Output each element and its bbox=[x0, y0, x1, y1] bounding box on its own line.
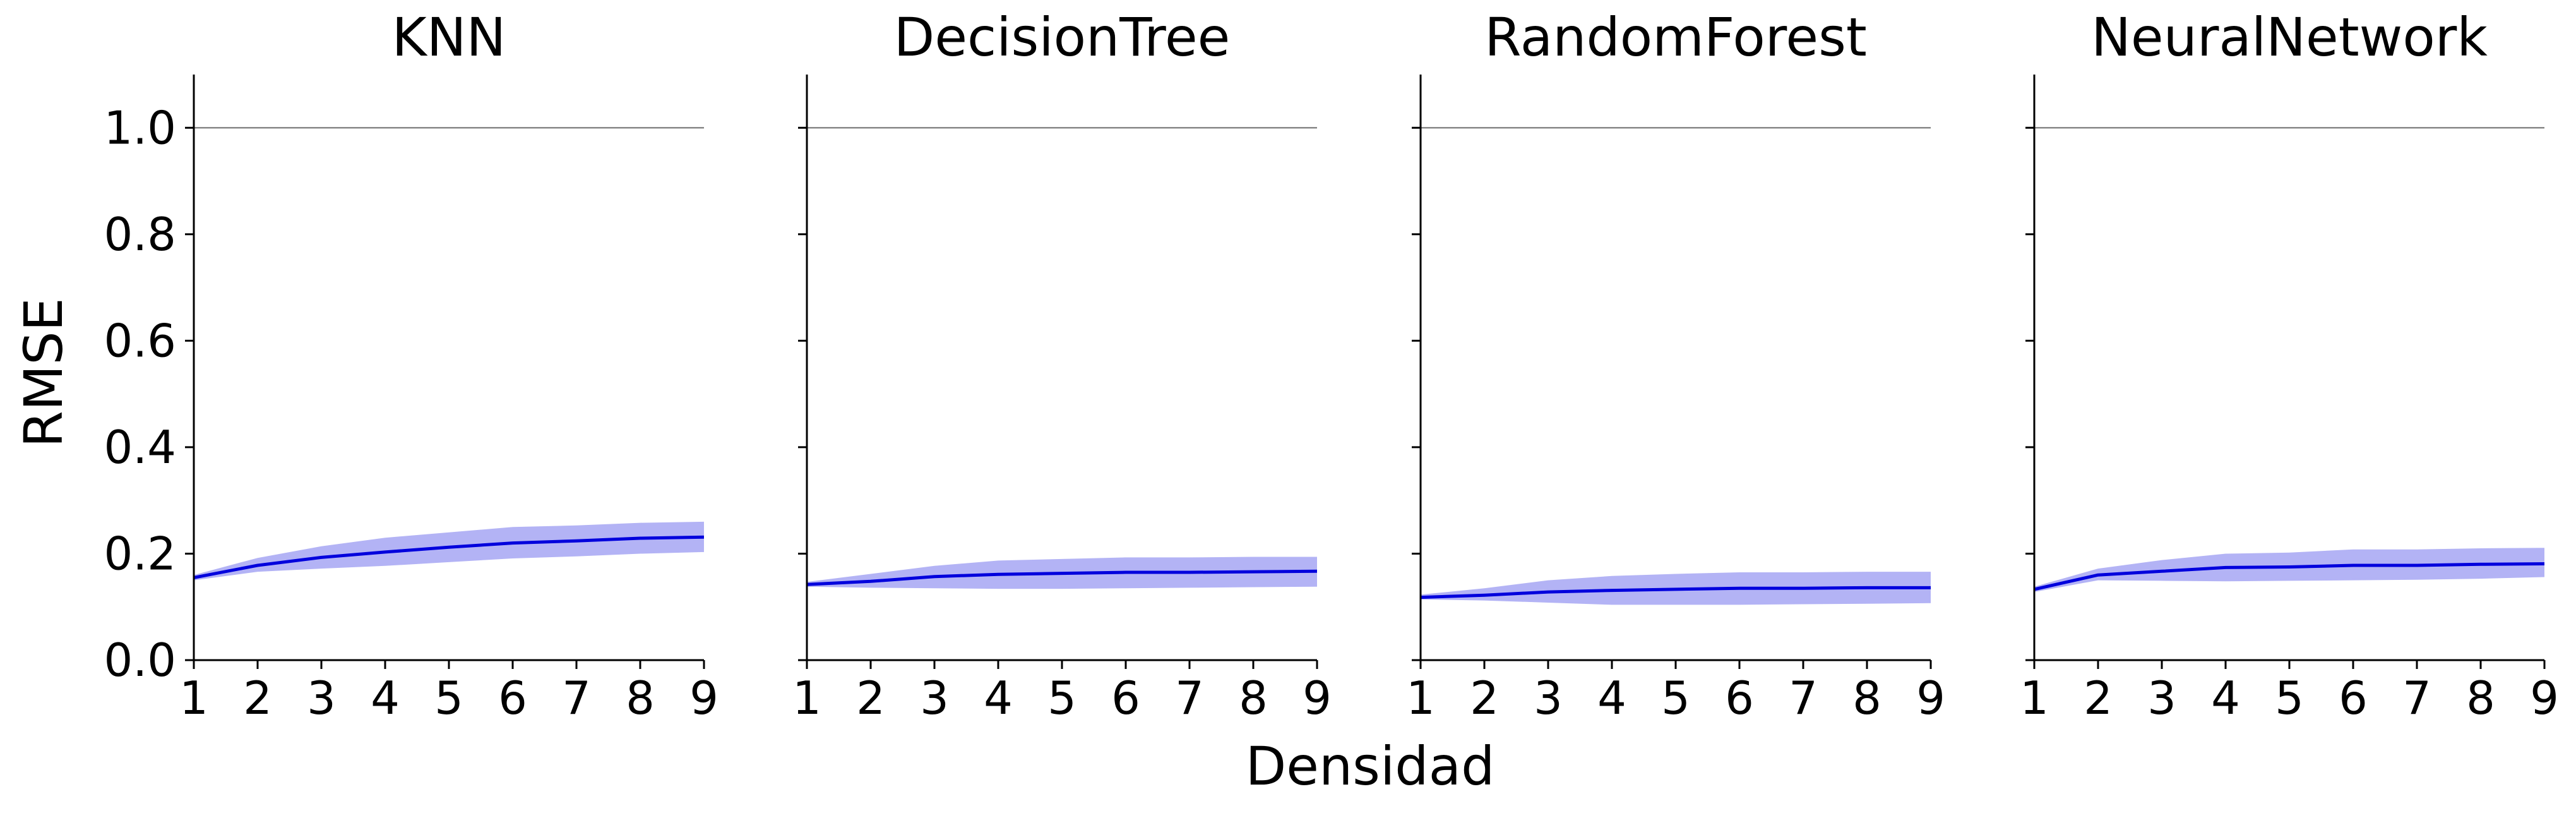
mean-line bbox=[193, 535, 705, 579]
x-tick-label: 2 bbox=[1470, 671, 1499, 725]
x-tick-label: 9 bbox=[1916, 671, 1945, 725]
panel-title: KNN bbox=[392, 6, 506, 68]
panel-title: NeuralNetwork bbox=[2091, 6, 2488, 68]
x-tick-label: 5 bbox=[434, 671, 463, 725]
mean-line bbox=[1420, 586, 1931, 599]
x-tick-label: 1 bbox=[1406, 671, 1435, 725]
x-tick-label: 9 bbox=[2530, 671, 2559, 725]
y-tick-label: 0.0 bbox=[104, 634, 176, 687]
y-tick-label: 0.2 bbox=[104, 527, 176, 580]
mean-line bbox=[2034, 562, 2545, 591]
x-tick-label: 7 bbox=[1175, 671, 1204, 725]
panel-title: RandomForest bbox=[1484, 6, 1867, 68]
panel-title: DecisionTree bbox=[894, 6, 1231, 68]
x-tick-label: 3 bbox=[1534, 671, 1563, 725]
x-tick-label: 1 bbox=[792, 671, 821, 725]
y-tick-label: 0.6 bbox=[104, 314, 176, 367]
x-tick-label: 5 bbox=[2275, 671, 2304, 725]
x-tick-label: 3 bbox=[920, 671, 949, 725]
x-tick-label: 7 bbox=[562, 671, 591, 725]
x-tick-label: 6 bbox=[1111, 671, 1140, 725]
x-tick-label: 1 bbox=[179, 671, 208, 725]
x-tick-label: 7 bbox=[2402, 671, 2431, 725]
x-tick-label: 5 bbox=[1661, 671, 1690, 725]
x-axis-title: Densidad bbox=[1246, 735, 1495, 797]
x-tick-label: 9 bbox=[1303, 671, 1332, 725]
x-tick-label: 1 bbox=[2020, 671, 2049, 725]
x-tick-label: 8 bbox=[1852, 671, 1881, 725]
x-tick-label: 8 bbox=[1239, 671, 1268, 725]
y-tick-label: 1.0 bbox=[104, 101, 176, 154]
x-tick-label: 8 bbox=[2466, 671, 2495, 725]
panel-knn: 0.0 0.2 0.4 0.6 0.8 1.0 1 2 3 4 5 6 7 8 9 KNN bbox=[104, 6, 718, 725]
x-tick-label: 6 bbox=[2339, 671, 2368, 725]
x-tick-label: 8 bbox=[626, 671, 655, 725]
panel-randomforest: 1 2 3 4 5 6 7 8 9 RandomForest bbox=[1406, 6, 1945, 725]
x-tick-label: 6 bbox=[498, 671, 527, 725]
x-tick-label: 3 bbox=[2147, 671, 2176, 725]
x-tick-label: 2 bbox=[856, 671, 885, 725]
x-tick-label: 6 bbox=[1725, 671, 1754, 725]
confidence-band bbox=[2034, 548, 2544, 593]
x-tick-label: 3 bbox=[307, 671, 336, 725]
x-tick-label: 4 bbox=[1597, 671, 1626, 725]
x-tick-label: 4 bbox=[984, 671, 1013, 725]
x-tick-label: 2 bbox=[2084, 671, 2113, 725]
panel-neuralnetwork: 1 2 3 4 5 6 7 8 9 NeuralNetwork bbox=[2020, 6, 2559, 725]
y-tick-label: 0.8 bbox=[104, 208, 176, 261]
x-tick-label: 7 bbox=[1789, 671, 1818, 725]
y-tick-label: 0.4 bbox=[104, 421, 176, 474]
x-tick-label: 5 bbox=[1047, 671, 1076, 725]
y-axis-title: RMSE bbox=[13, 298, 75, 447]
x-tick-label: 9 bbox=[689, 671, 719, 725]
x-tick-label: 4 bbox=[371, 671, 400, 725]
mean-line bbox=[806, 569, 1318, 586]
x-tick-label: 4 bbox=[2211, 671, 2240, 725]
confidence-band bbox=[194, 521, 704, 581]
panel-decisiontree: 1 2 3 4 5 6 7 8 9 DecisionTree bbox=[792, 6, 1332, 725]
x-tick-label: 2 bbox=[243, 671, 272, 725]
